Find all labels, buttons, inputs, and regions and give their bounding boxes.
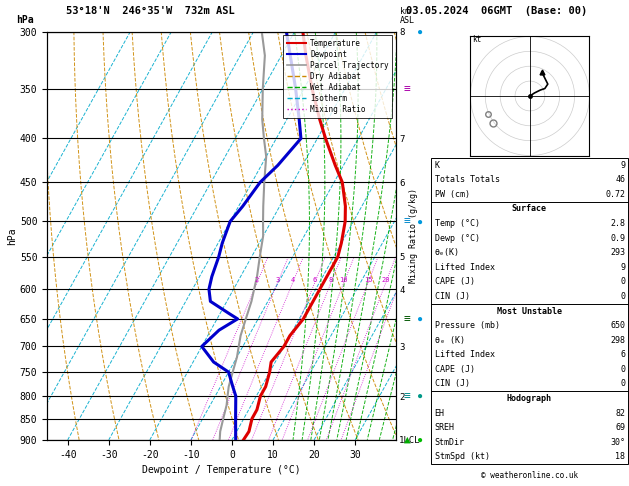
Text: 10: 10: [340, 277, 348, 283]
Text: Surface: Surface: [512, 205, 547, 213]
Text: 2: 2: [255, 277, 259, 283]
Text: K: K: [435, 161, 440, 170]
Text: Hodograph: Hodograph: [507, 394, 552, 403]
Text: Totals Totals: Totals Totals: [435, 175, 499, 184]
Text: CIN (J): CIN (J): [435, 380, 470, 388]
Text: hPa: hPa: [16, 16, 33, 25]
Text: θₑ (K): θₑ (K): [435, 336, 465, 345]
Text: © weatheronline.co.uk: © weatheronline.co.uk: [481, 471, 578, 480]
Text: 293: 293: [610, 248, 625, 257]
Text: 0: 0: [620, 365, 625, 374]
Text: θₑ(K): θₑ(K): [435, 248, 460, 257]
Text: Most Unstable: Most Unstable: [497, 307, 562, 315]
Text: kt: kt: [472, 35, 481, 44]
Text: CAPE (J): CAPE (J): [435, 365, 475, 374]
Text: 69: 69: [615, 423, 625, 432]
Text: Lifted Index: Lifted Index: [435, 350, 494, 359]
Text: Temp (°C): Temp (°C): [435, 219, 480, 228]
Text: 6: 6: [313, 277, 317, 283]
Text: 650: 650: [610, 321, 625, 330]
Text: EH: EH: [435, 409, 445, 417]
Text: 0.9: 0.9: [610, 234, 625, 243]
Text: 46: 46: [615, 175, 625, 184]
Text: ≡: ≡: [404, 216, 411, 226]
Text: 03.05.2024  06GMT  (Base: 00): 03.05.2024 06GMT (Base: 00): [406, 5, 587, 16]
Text: ●: ●: [418, 29, 422, 35]
Y-axis label: hPa: hPa: [7, 227, 17, 244]
Text: StmDir: StmDir: [435, 438, 465, 447]
Text: 30°: 30°: [610, 438, 625, 447]
Text: 4: 4: [291, 277, 295, 283]
Text: CAPE (J): CAPE (J): [435, 278, 475, 286]
Text: 3: 3: [276, 277, 280, 283]
Text: 0.72: 0.72: [605, 190, 625, 199]
Text: 9: 9: [620, 161, 625, 170]
Text: ●: ●: [418, 316, 422, 322]
X-axis label: Dewpoint / Temperature (°C): Dewpoint / Temperature (°C): [142, 465, 301, 475]
Text: ≡: ≡: [404, 391, 411, 401]
Text: ●: ●: [418, 437, 422, 443]
Text: CIN (J): CIN (J): [435, 292, 470, 301]
Text: ≡: ≡: [404, 84, 411, 94]
Text: ●: ●: [418, 218, 422, 225]
Text: 8: 8: [329, 277, 333, 283]
Text: Lifted Index: Lifted Index: [435, 263, 494, 272]
Text: ●: ●: [418, 393, 422, 399]
Text: Dewp (°C): Dewp (°C): [435, 234, 480, 243]
Legend: Temperature, Dewpoint, Parcel Trajectory, Dry Adiabat, Wet Adiabat, Isotherm, Mi: Temperature, Dewpoint, Parcel Trajectory…: [283, 35, 392, 118]
Text: 53°18'N  246°35'W  732m ASL: 53°18'N 246°35'W 732m ASL: [66, 5, 235, 16]
Text: Pressure (mb): Pressure (mb): [435, 321, 499, 330]
Text: Mixing Ratio (g/kg): Mixing Ratio (g/kg): [409, 188, 418, 283]
Text: 82: 82: [615, 409, 625, 417]
Text: 2.8: 2.8: [610, 219, 625, 228]
Text: 18: 18: [615, 452, 625, 461]
Text: 298: 298: [610, 336, 625, 345]
Text: ▲: ▲: [404, 435, 411, 445]
Text: PW (cm): PW (cm): [435, 190, 470, 199]
Text: StmSpd (kt): StmSpd (kt): [435, 452, 489, 461]
Text: 0: 0: [620, 292, 625, 301]
Text: 6: 6: [620, 350, 625, 359]
Text: km
ASL: km ASL: [400, 7, 415, 25]
Text: 9: 9: [620, 263, 625, 272]
Text: 0: 0: [620, 380, 625, 388]
Text: SREH: SREH: [435, 423, 455, 432]
Text: 20: 20: [381, 277, 390, 283]
Text: ≡: ≡: [404, 314, 411, 324]
Text: 15: 15: [364, 277, 372, 283]
Text: 0: 0: [620, 278, 625, 286]
